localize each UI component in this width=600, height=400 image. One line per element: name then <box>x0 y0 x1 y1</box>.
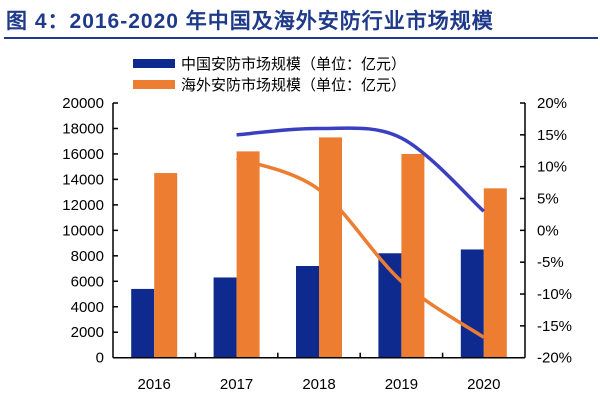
overseas-growth-line <box>235 156 485 339</box>
bar-china-2020 <box>460 249 484 358</box>
right-tick-label: -20% <box>537 350 572 367</box>
legend-swatch-china <box>133 59 175 68</box>
right-tick-label: 20% <box>537 95 567 112</box>
left-tick-label: 6000 <box>71 273 104 290</box>
right-tick-label: 15% <box>537 127 567 144</box>
x-tick-label: 2017 <box>220 376 253 393</box>
legend-swatch-overseas <box>133 80 175 89</box>
bar-overseas-2019 <box>401 153 425 358</box>
left-tick-label: 2000 <box>71 324 104 341</box>
right-tick-label: -5% <box>537 254 564 271</box>
x-tick-label: 2019 <box>385 376 418 393</box>
left-tick-label: 12000 <box>62 197 104 214</box>
right-tick-label: -15% <box>537 318 572 335</box>
bar-china-2017 <box>213 277 237 358</box>
right-tick-label: -10% <box>537 286 572 303</box>
left-tick-label: 18000 <box>62 120 104 137</box>
bar-overseas-2020 <box>483 188 507 358</box>
bar-china-2018 <box>296 266 319 358</box>
left-tick-label: 16000 <box>62 146 104 163</box>
right-tick-label: 10% <box>537 159 567 176</box>
right-tick-label: 0% <box>537 222 559 239</box>
x-tick-label: 2016 <box>138 376 171 393</box>
chart-title: 图 4：2016-2020 年中国及海外安防行业市场规模 <box>6 10 494 33</box>
legend-label-china: 中国安防市场规模（单位：亿元） <box>181 56 406 73</box>
bar-china-2016 <box>131 288 155 358</box>
bar-overseas-2016 <box>154 173 178 358</box>
left-tick-label: 0 <box>96 350 104 367</box>
left-tick-label: 10000 <box>62 222 104 239</box>
china-growth-line <box>236 126 485 213</box>
x-tick-label: 2020 <box>467 376 500 393</box>
left-tick-label: 8000 <box>71 248 104 265</box>
bar-china-2019 <box>378 253 402 358</box>
title-divider <box>4 37 598 39</box>
left-tick-label: 20000 <box>62 95 104 112</box>
bar-overseas-2018 <box>319 137 342 358</box>
right-tick-label: 5% <box>537 191 559 208</box>
left-tick-label: 4000 <box>71 299 104 316</box>
left-tick-label: 14000 <box>62 171 104 188</box>
x-tick-label: 2018 <box>302 376 335 393</box>
bar-overseas-2017 <box>236 151 260 358</box>
legend-label-overseas: 海外安防市场规模（单位：亿元） <box>181 77 406 94</box>
